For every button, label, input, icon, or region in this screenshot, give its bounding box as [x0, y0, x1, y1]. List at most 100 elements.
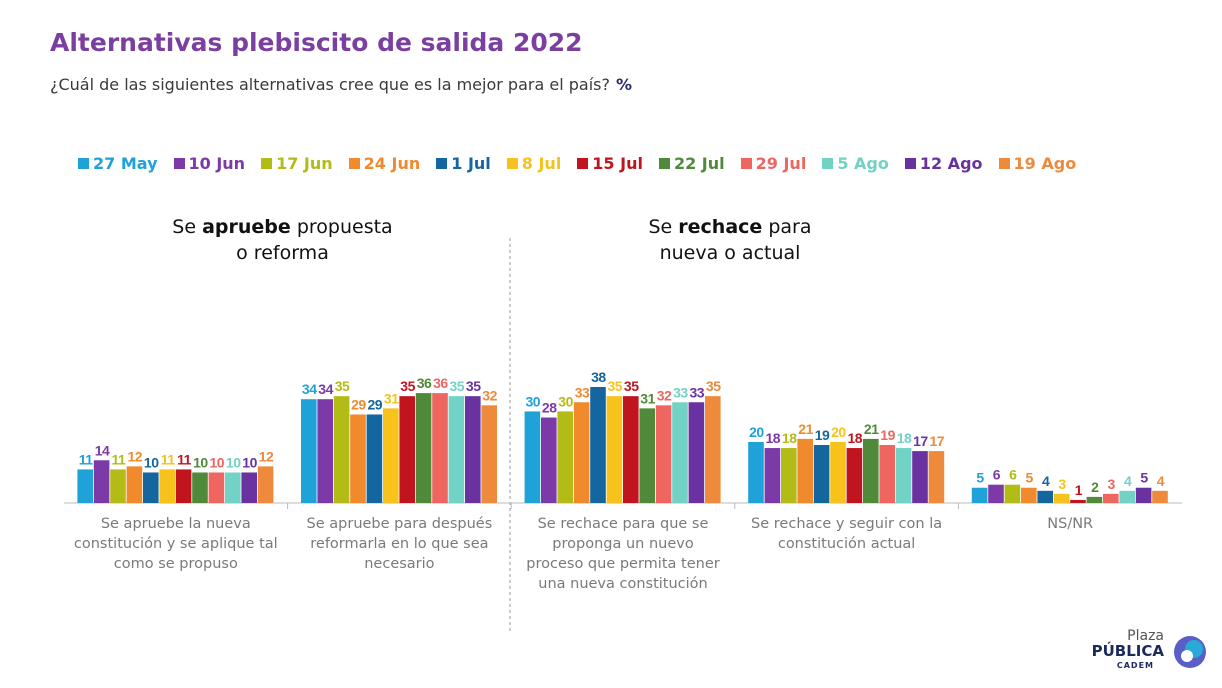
category-label: una nueva constitución [538, 576, 708, 592]
bar [257, 466, 274, 503]
data-label: 35 [466, 378, 481, 394]
data-label: 36 [417, 375, 432, 391]
plaza-publica-cadem-logo: Plaza PÚBLICA CADEM [1092, 628, 1212, 678]
data-label: 4 [1157, 473, 1165, 489]
bar [797, 438, 813, 503]
data-label: 35 [400, 378, 415, 394]
chart-subtitle: ¿Cuál de las siguientes alternativas cre… [50, 75, 632, 94]
bar [688, 402, 705, 503]
category-label: como se propuso [114, 556, 238, 572]
data-label: 32 [657, 387, 672, 403]
legend-item: 12 Ago [904, 154, 983, 173]
category-label: Se apruebe para después [307, 516, 493, 532]
legend-item: 1 Jul [436, 154, 491, 173]
bar [1119, 490, 1135, 503]
data-label: 31 [384, 390, 399, 406]
bar [225, 472, 241, 503]
legend-item: 15 Jul [577, 154, 643, 173]
data-label: 3 [1058, 476, 1066, 492]
data-label: 11 [161, 451, 176, 467]
bar [557, 411, 573, 503]
data-label: 21 [864, 421, 879, 437]
data-label: 20 [749, 424, 764, 440]
logo-line1: Plaza [1127, 628, 1164, 644]
data-label: 10 [193, 454, 208, 470]
bar [764, 448, 781, 503]
bar [77, 469, 93, 503]
data-label: 38 [591, 369, 606, 385]
legend-swatch [173, 158, 185, 169]
data-label: 20 [831, 424, 846, 440]
data-label: 29 [368, 396, 383, 412]
bar [672, 402, 688, 503]
data-label: 10 [144, 454, 159, 470]
data-label: 4 [1042, 473, 1050, 489]
bar [1152, 490, 1168, 503]
bar [524, 411, 541, 503]
bar [623, 396, 639, 503]
data-label: 11 [111, 451, 126, 467]
bar [912, 451, 928, 503]
bar [606, 396, 623, 503]
data-label: 6 [1009, 467, 1017, 483]
bar [333, 396, 350, 503]
data-label: 10 [210, 454, 225, 470]
bar [846, 448, 863, 503]
bar [1086, 496, 1103, 503]
bar [1103, 493, 1119, 503]
bar [988, 484, 1004, 503]
bar [301, 399, 317, 503]
legend-swatch [78, 158, 89, 169]
category-label: Se apruebe la nueva [101, 516, 251, 532]
data-label: 18 [766, 430, 781, 446]
data-label: 21 [798, 421, 813, 437]
heading-line2: nueva o actual [659, 242, 801, 264]
category-label: NS/NR [1047, 516, 1093, 532]
bar [748, 441, 764, 503]
legend-label: 22 Jul [673, 154, 725, 173]
data-label: 28 [542, 400, 557, 416]
legend-label: 5 Ago [837, 154, 889, 173]
data-label: 11 [177, 451, 192, 467]
data-label: 31 [640, 390, 655, 406]
data-label: 30 [526, 393, 541, 409]
bar [110, 469, 126, 503]
heading-post: propuesta [290, 216, 393, 238]
category-label: constitución actual [778, 536, 916, 552]
legend-swatch [348, 158, 360, 169]
data-label: 35 [335, 378, 350, 394]
legend-label: 8 Jul [521, 154, 562, 173]
legend-swatch [740, 158, 752, 169]
data-label: 3 [1108, 476, 1116, 492]
legend-item: 5 Ago [822, 154, 889, 173]
bar [241, 472, 257, 503]
data-label: 29 [351, 396, 366, 412]
data-label: 19 [880, 427, 895, 443]
bar [705, 396, 721, 503]
bar [159, 469, 175, 503]
legend-swatch [822, 158, 834, 169]
bar [590, 387, 606, 503]
bar [448, 396, 465, 503]
data-label: 33 [690, 384, 705, 400]
data-label: 34 [318, 381, 333, 397]
chart-title: Alternativas plebiscito de salida 2022 [50, 28, 583, 57]
data-label: 18 [848, 430, 863, 446]
bar [655, 405, 672, 503]
data-label: 35 [450, 378, 465, 394]
bar [350, 414, 366, 503]
data-label: 5 [976, 470, 984, 486]
data-label: 35 [706, 378, 721, 394]
category-label: Se rechace y seguir con la [751, 516, 942, 532]
bar [1037, 490, 1053, 503]
bar [481, 405, 497, 503]
legend-item: 8 Jul [506, 154, 562, 173]
category-label: Se rechace para que se [538, 516, 709, 532]
category-label: necesario [364, 556, 434, 572]
data-label: 35 [624, 378, 639, 394]
heading-bold: rechace [678, 216, 763, 238]
legend-label: 15 Jul [592, 154, 643, 173]
data-label: 17 [930, 433, 945, 449]
legend-swatch [436, 158, 448, 169]
